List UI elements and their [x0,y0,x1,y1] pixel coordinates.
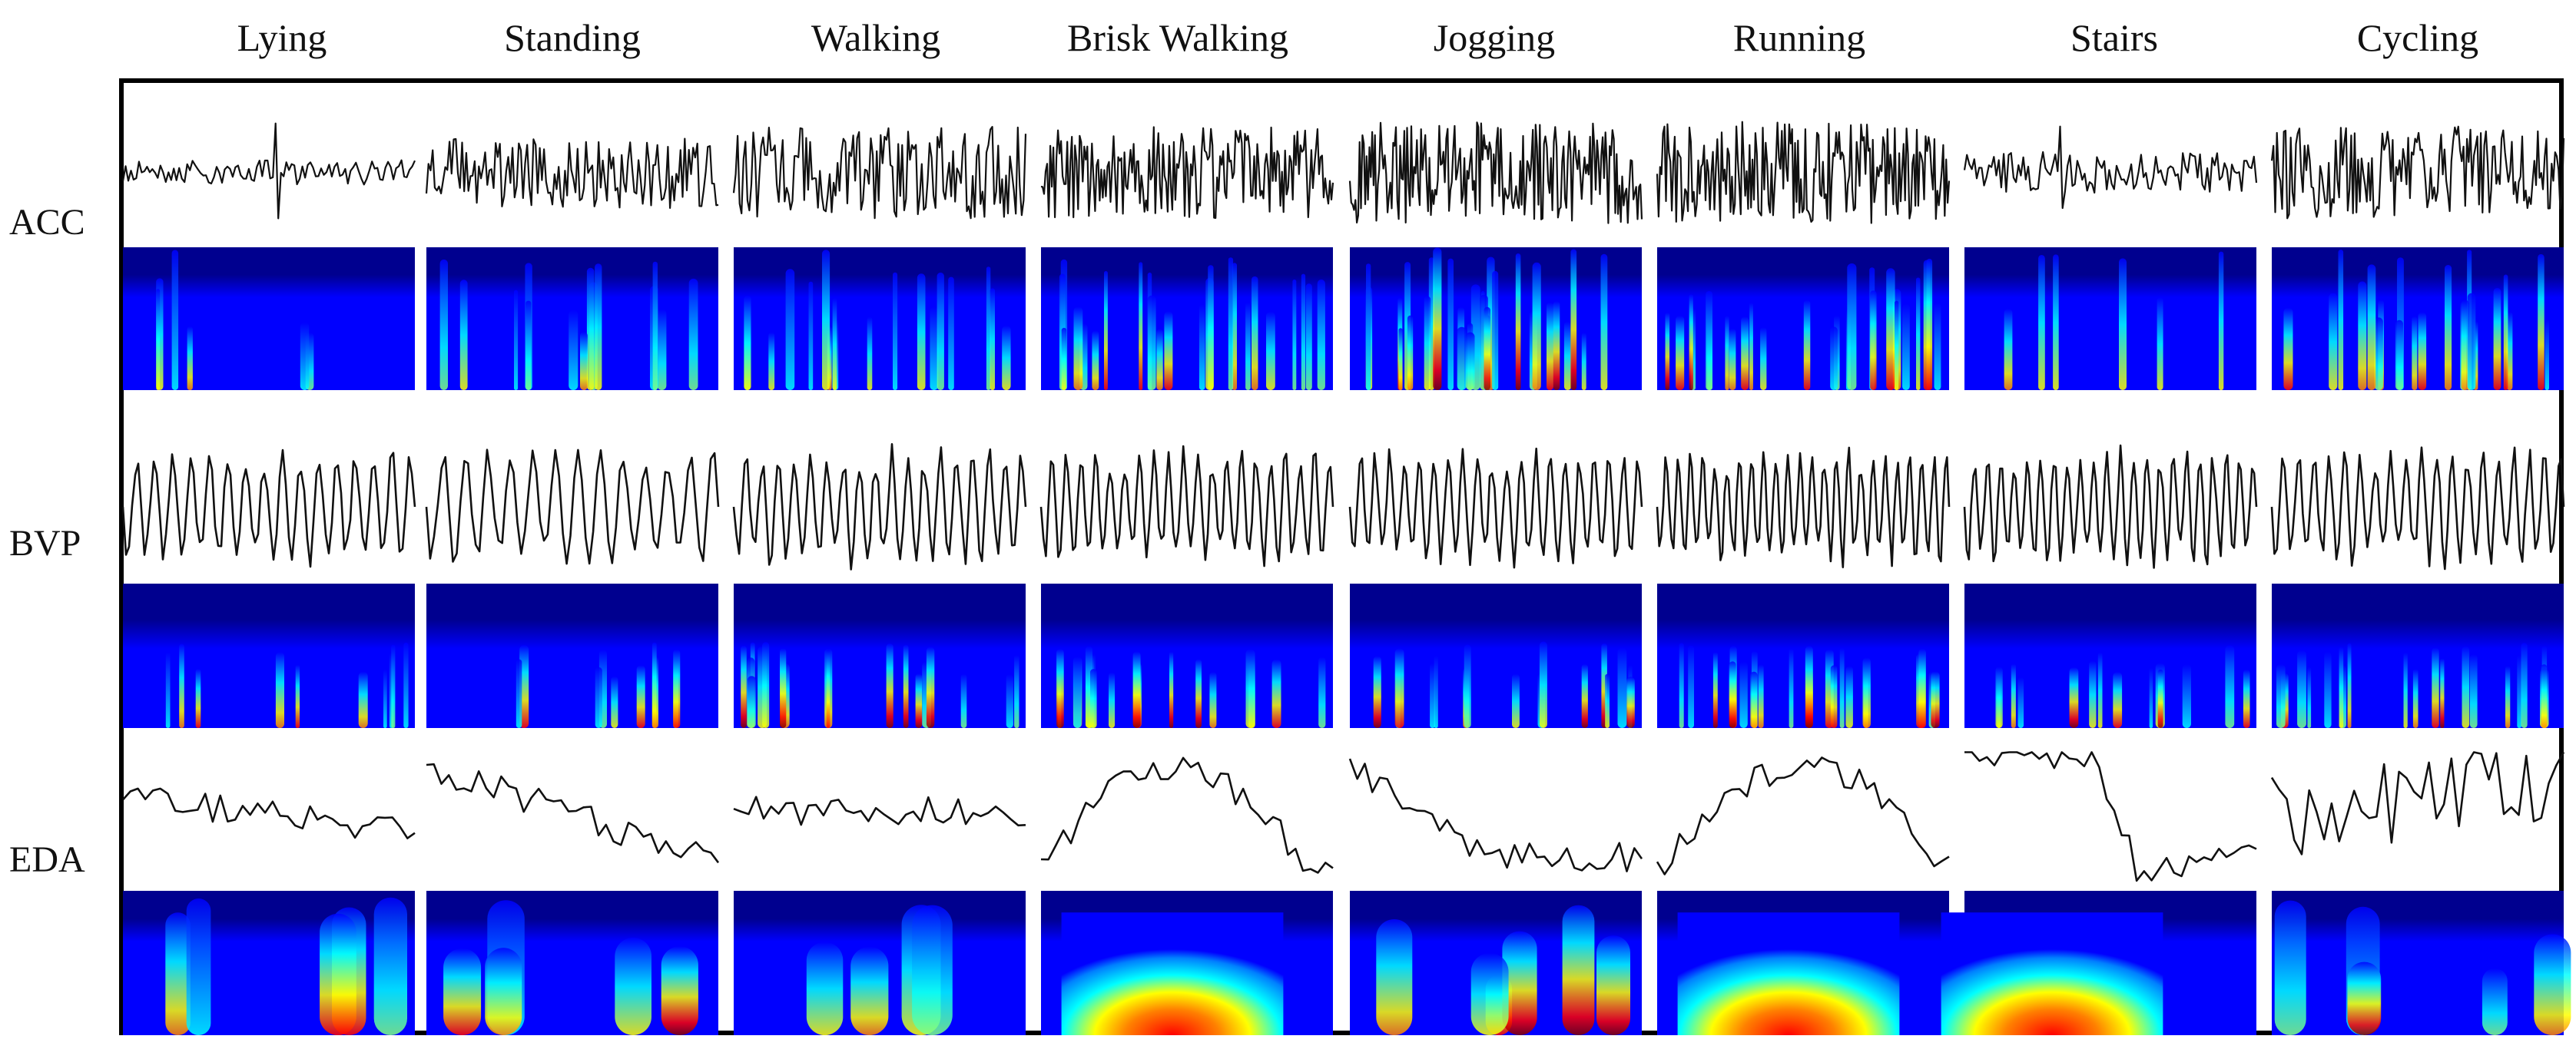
waveform-trace [1656,756,1950,875]
scalogram-panel [2272,584,2564,728]
waveform-trace [122,787,416,839]
activity-title: Walking [811,16,941,59]
waveform-trace [732,126,1027,220]
waveform-trace [1039,445,1334,568]
scalogram-panel [1350,891,1642,1035]
scalogram-panel [1941,891,2256,1035]
scalogram-panel [1964,584,2256,728]
activity-title: Running [1732,16,1866,59]
scalogram-panel [1657,891,1949,1035]
activity-title: Brisk Walking [1066,16,1289,59]
scalogram-panel [1041,891,1333,1035]
scalogram-panel [734,891,1026,1035]
waveform-trace [733,796,1026,827]
waveform-trace [732,442,1027,571]
waveform-trace [425,137,719,209]
activity-title: Cycling [2356,16,2479,59]
activity-title: Stairs [2070,16,2158,59]
scalogram-panel [1657,247,1949,390]
waveform-trace [1963,444,2258,569]
waveform-trace [1348,758,1643,872]
scalogram-panel [2272,247,2564,390]
waveform-trace [1040,756,1334,874]
waveform-trace [1656,446,1951,569]
waveform-trace [425,448,720,565]
scalogram-panel [426,247,718,390]
scalogram-panel [123,584,415,728]
scalogram-panel [734,247,1026,390]
signal-label: ACC [9,202,85,243]
scalogram-panel [1964,247,2256,390]
waveform-trace [2270,751,2565,855]
waveform-trace [121,122,416,220]
scalogram-panel [123,891,415,1035]
waveform-trace [1040,126,1334,219]
figure-frame [119,78,2564,1035]
activity-title: Lying [237,16,327,59]
scalogram-panel [734,584,1026,728]
signal-label: EDA [9,839,85,880]
waveform-trace [1348,121,1643,224]
scalogram-panel [123,247,415,390]
waveform-trace [1348,447,1643,569]
waveform-trace [2270,446,2565,571]
waveform-trace [121,448,416,568]
activity-title: Standing [504,16,641,59]
scalogram-panel [1041,247,1333,390]
scalogram-panel [1350,584,1642,728]
scalogram-panel [1350,247,1642,390]
scalogram-panel [426,584,718,728]
waveform-trace [1963,125,2258,210]
activity-title: Jogging [1433,16,1556,59]
scalogram-panel [426,891,718,1035]
scalogram-panel [1041,584,1333,728]
waveform-trace [1964,751,2257,882]
scalogram-panel [1657,584,1949,728]
waveform-trace [1656,121,1951,224]
scalogram-panel [2272,891,2571,1035]
signal-label: BVP [9,523,81,564]
waveform-trace [2270,125,2565,220]
waveform-trace [426,763,720,864]
